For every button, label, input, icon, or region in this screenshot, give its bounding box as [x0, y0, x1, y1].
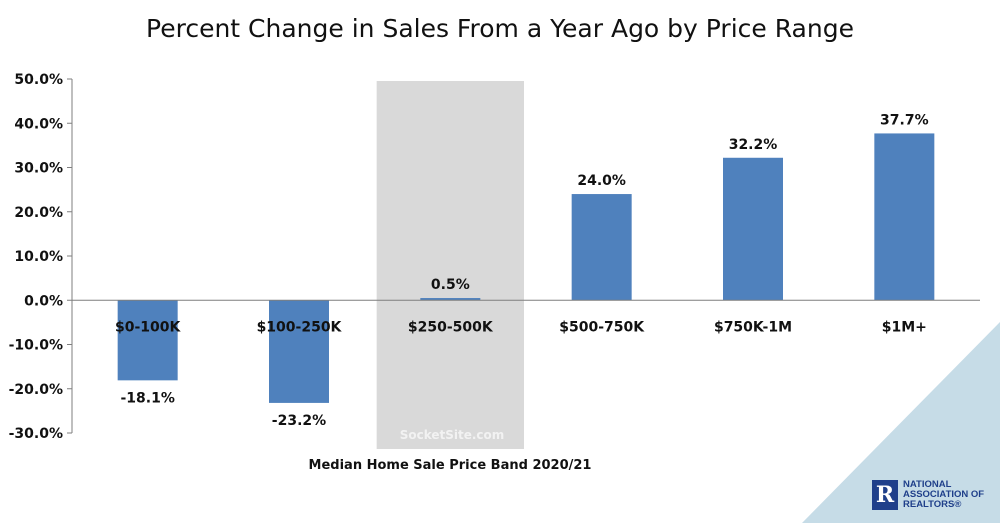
category-label: $500-750K — [559, 319, 645, 335]
y-tick-label: 50.0% — [14, 72, 63, 88]
bars-layer — [117, 133, 935, 403]
category-label: $1M+ — [882, 319, 927, 335]
y-tick-label: 30.0% — [14, 161, 63, 177]
bar — [269, 300, 329, 403]
data-label: 24.0% — [577, 173, 626, 189]
category-label: $0-100K — [115, 319, 182, 335]
logo-line: REALTORS® — [903, 499, 962, 510]
y-tick-label: -20.0% — [9, 382, 63, 398]
data-label: -23.2% — [272, 413, 326, 429]
bar — [420, 298, 481, 301]
watermark: SocketSite.com — [399, 428, 505, 442]
chart-title: Percent Change in Sales From a Year Ago … — [146, 14, 854, 43]
highlight-band — [376, 81, 524, 449]
y-tick-label: 0.0% — [24, 293, 63, 309]
bar — [874, 133, 935, 301]
category-label: $750K-1M — [714, 319, 792, 335]
nar-logo: R NATIONAL ASSOCIATION OF REALTORS® — [872, 479, 984, 511]
data-label: 37.7% — [880, 112, 929, 128]
y-axis-ticks: 50.0% 40.0% 30.0% 20.0% 10.0% 0.0% -10.0% -20.0… — [9, 72, 72, 442]
category-label: $250-500K — [408, 319, 494, 335]
bar — [117, 300, 178, 381]
logo-line: ASSOCIATION OF — [903, 489, 985, 500]
y-tick-label: 40.0% — [14, 116, 63, 132]
x-axis-title: Median Home Sale Price Band 2020/21 — [308, 458, 592, 473]
logo-text: NATIONAL ASSOCIATION OF REALTORS® — [903, 480, 984, 510]
realtor-r-icon: R — [872, 480, 898, 510]
y-tick-label: 10.0% — [14, 249, 63, 265]
bar — [723, 157, 783, 301]
labels-layer: $0-100K -18.1% $100-250K -23.2% $250-500K 0.5… — [115, 112, 929, 428]
data-label: 0.5% — [431, 277, 470, 293]
data-label: -18.1% — [120, 390, 174, 406]
bar — [571, 194, 632, 301]
data-label: 32.2% — [729, 137, 778, 153]
logo-line: NATIONAL — [903, 479, 952, 490]
category-label: $100-250K — [257, 319, 343, 335]
y-tick-label: -10.0% — [9, 338, 63, 354]
y-tick-label: 20.0% — [14, 205, 63, 221]
y-tick-label: -30.0% — [9, 426, 63, 442]
